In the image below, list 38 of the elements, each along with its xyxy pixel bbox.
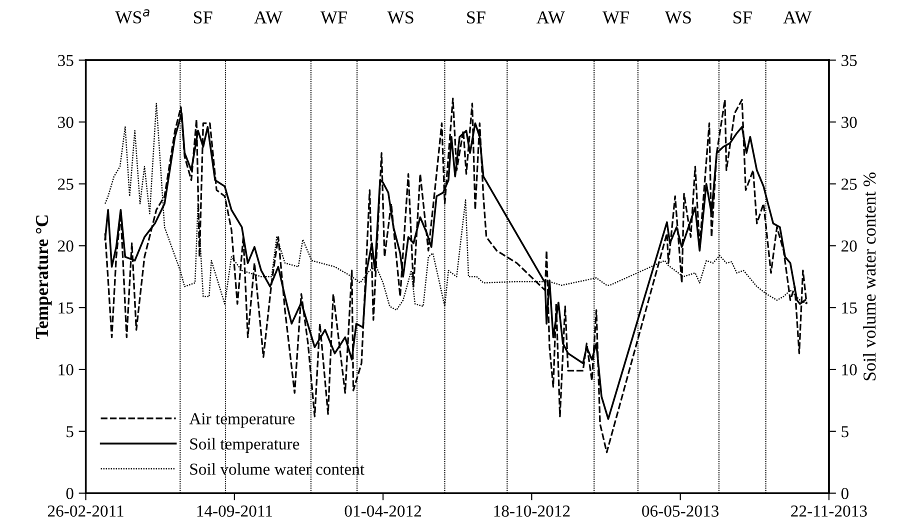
text: WS <box>664 11 691 24</box>
legend-label: Soil volume water content <box>190 463 364 475</box>
x-tick-label: 18-10-2012 <box>494 505 570 517</box>
x-tick-label: 14-09-2011 <box>197 505 272 517</box>
x-tick-label: 26-02-2011 <box>48 505 124 517</box>
y-tick-label: 5 <box>66 426 74 438</box>
text: AW <box>254 11 283 24</box>
x-tick-label: 22-11-2013 <box>791 505 867 517</box>
y2-tick-label: 10 <box>842 364 857 376</box>
text: WS <box>387 11 414 24</box>
y-tick-label: 30 <box>58 116 74 128</box>
text: AW <box>536 11 565 24</box>
y2-tick-label: 30 <box>842 116 857 128</box>
y-tick-label: 15 <box>58 302 74 314</box>
y2-tick-label: 20 <box>841 240 857 252</box>
legend-label: Soil temperature <box>190 438 300 453</box>
y-tick-label: 20 <box>58 240 74 252</box>
x-tick-label: 01-04-2012 <box>344 505 422 517</box>
y2-axis-title: Soil volume water content % <box>862 172 876 380</box>
y2-tick-label: 15 <box>842 302 857 314</box>
x-tick-label: 06-05-2013 <box>642 505 719 517</box>
y-tick-label: 10 <box>58 364 74 376</box>
text: SF <box>734 11 752 24</box>
y-tick-label: 0 <box>66 488 74 500</box>
y-axis-title: Temperature °C <box>36 216 52 339</box>
text: AW <box>783 11 812 24</box>
legend-label: Air temperature <box>189 413 295 428</box>
text: WS$^{a}$ <box>115 9 150 24</box>
text: WF <box>602 12 629 24</box>
text: SF <box>194 11 212 24</box>
y2-tick-label: 0 <box>841 488 848 500</box>
y2-tick-label: 5 <box>842 426 848 438</box>
text: SF <box>467 11 486 24</box>
y2-tick-label: 25 <box>841 178 857 190</box>
y2-tick-label: 35 <box>842 54 857 66</box>
text: WF <box>320 12 347 24</box>
y-tick-label: 35 <box>58 54 74 66</box>
y-tick-label: 25 <box>58 178 74 190</box>
